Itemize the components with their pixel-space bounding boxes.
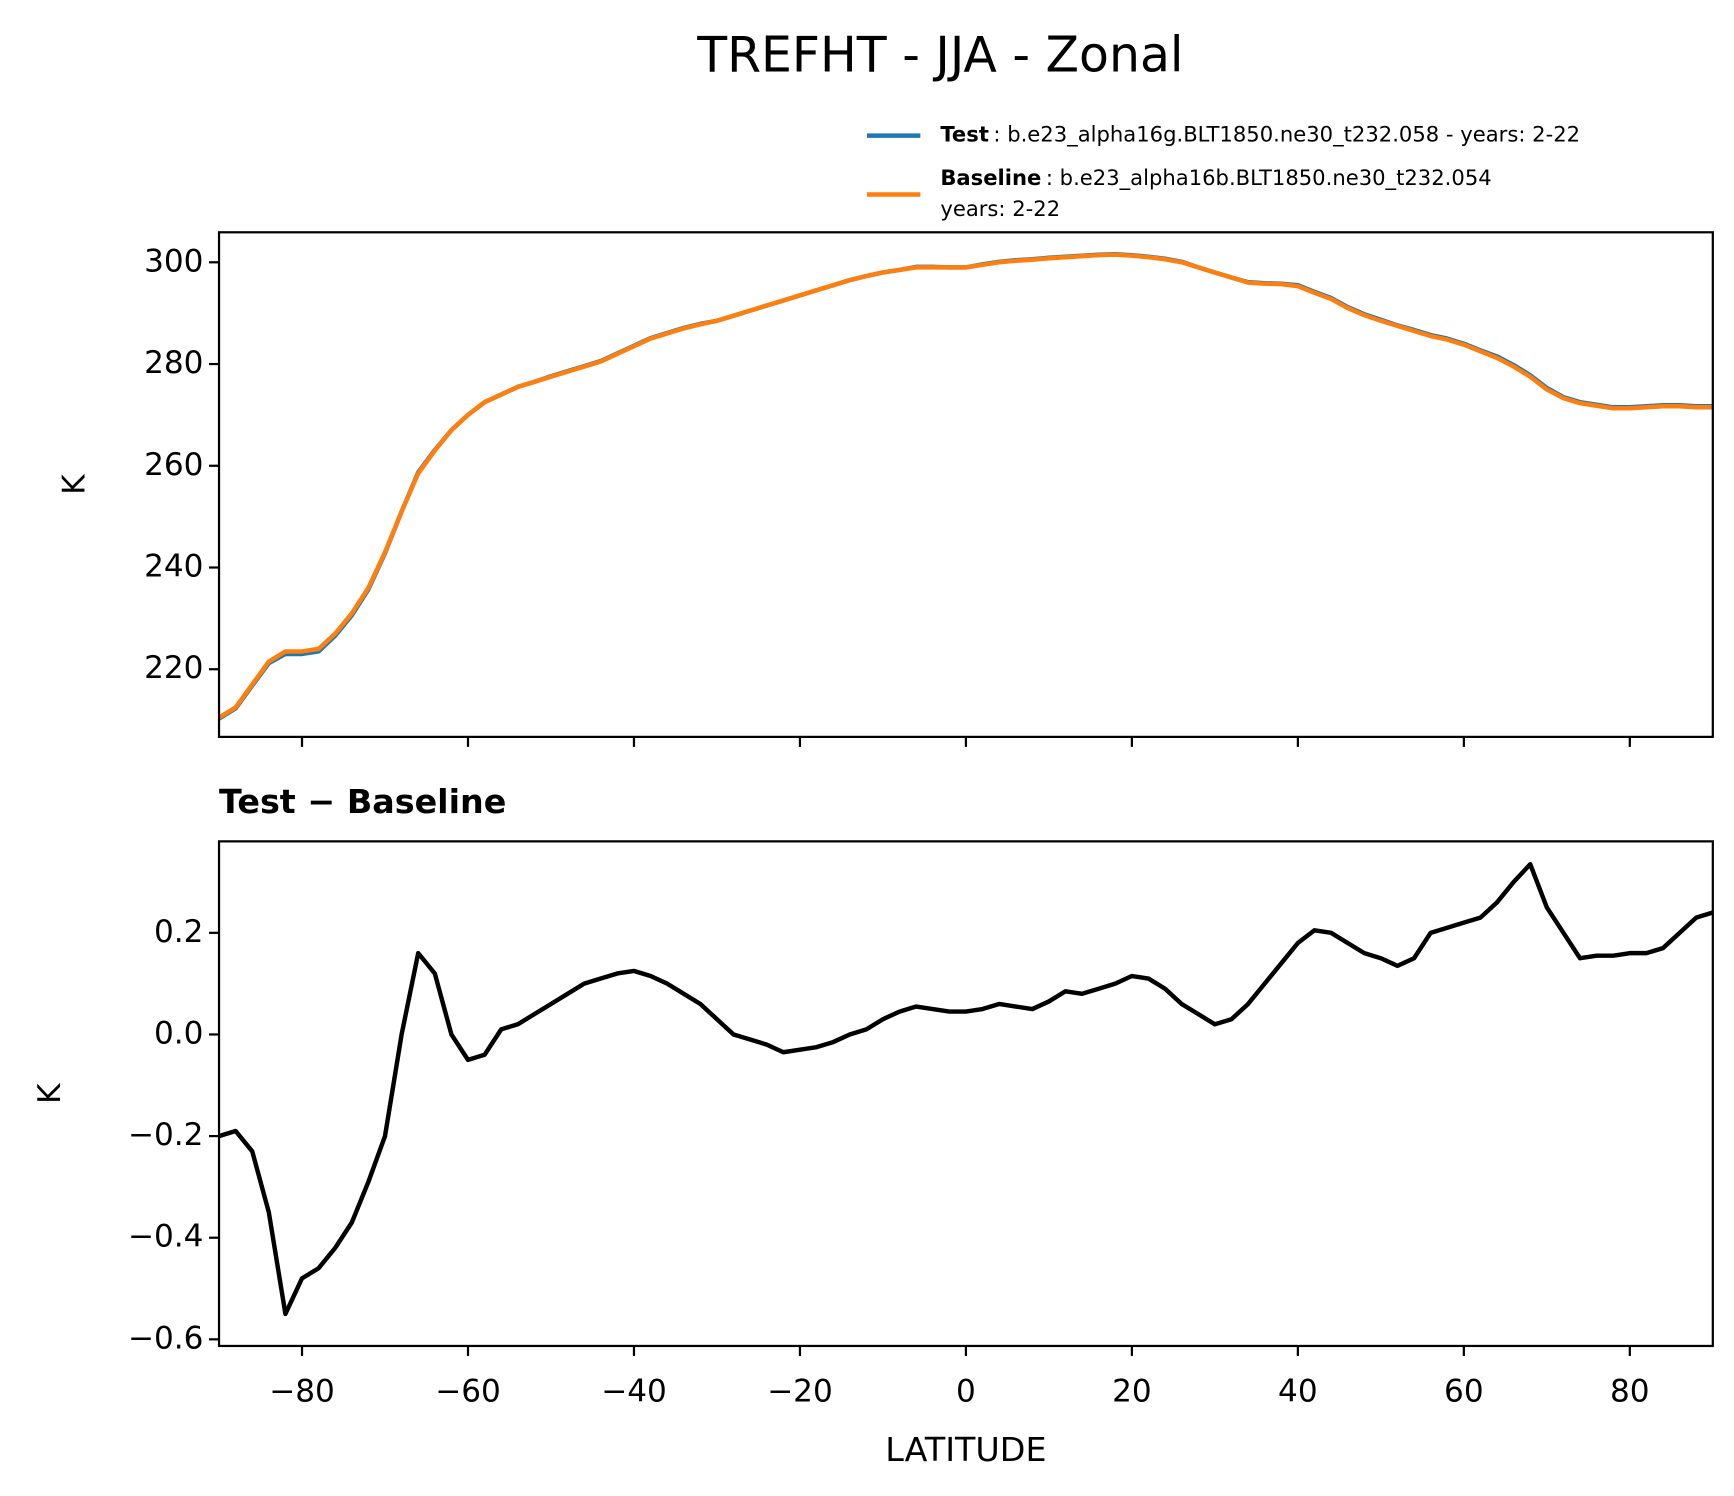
x-tick-label: −60 [435, 1374, 501, 1410]
y-tick-label: 220 [144, 650, 203, 686]
x-tick-label: −20 [767, 1374, 833, 1410]
axes-frame [217, 231, 1714, 738]
y-tick-label: 0.0 [154, 1015, 203, 1051]
figure-title: TREFHT - JJA - Zonal [696, 26, 1183, 83]
y-tick-label: 240 [144, 549, 203, 585]
y-tick-label: −0.4 [128, 1219, 204, 1255]
legend-name: Test [940, 122, 989, 147]
x-tick-label: 60 [1444, 1374, 1484, 1410]
legend-entry: Test: b.e23_alpha16g.BLT1850.ne30_t232.0… [940, 122, 1580, 148]
y-tick-label: −0.2 [128, 1117, 204, 1153]
y-axis-label: K [57, 473, 93, 495]
legend-description: : b.e23_alpha16g.BLT1850.ne30_t232.058 -… [993, 122, 1580, 148]
x-tick-label: −40 [601, 1374, 667, 1410]
series-line [219, 862, 1713, 1317]
legend-entry: years: 2-22 [940, 196, 1060, 221]
y-tick-label: 300 [144, 243, 203, 279]
legend-description: years: 2-22 [940, 196, 1060, 221]
y-axis-label: K [32, 1082, 68, 1104]
y-tick-label: 0.2 [154, 914, 203, 950]
x-tick-label: 0 [956, 1374, 976, 1410]
y-tick-label: 260 [144, 447, 203, 483]
x-tick-label: 80 [1610, 1374, 1650, 1410]
x-axis-label: LATITUDE [885, 1430, 1046, 1469]
axes-title: Test − Baseline [219, 782, 506, 821]
x-tick-label: 40 [1278, 1374, 1318, 1410]
legend-entry: Baseline: b.e23_alpha16b.BLT1850.ne30_t2… [940, 165, 1491, 191]
series-line [219, 252, 1713, 720]
legend-description: : b.e23_alpha16b.BLT1850.ne30_t232.054 [1046, 165, 1492, 191]
y-tick-label: −0.6 [128, 1320, 204, 1356]
y-tick-label: 280 [144, 345, 203, 381]
axes-frame [217, 840, 1714, 1348]
legend-name: Baseline [940, 165, 1041, 190]
x-tick-label: −80 [269, 1374, 335, 1410]
x-tick-label: 20 [1112, 1374, 1152, 1410]
